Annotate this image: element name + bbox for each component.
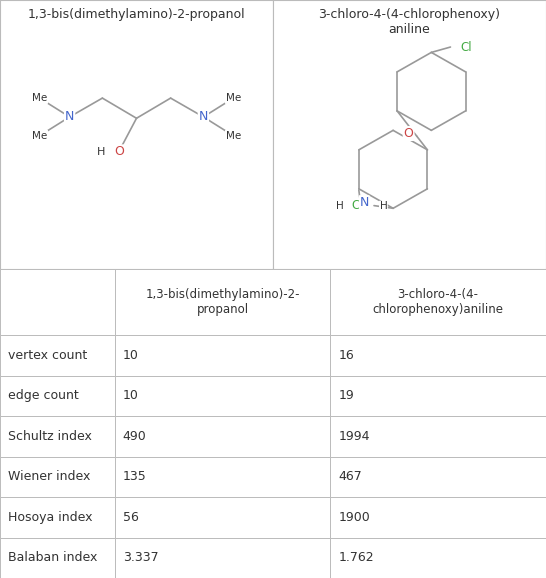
Text: H: H xyxy=(97,147,105,157)
Bar xyxy=(115,538,330,578)
Text: O: O xyxy=(403,127,413,140)
Bar xyxy=(330,416,546,457)
Bar xyxy=(115,497,330,538)
Text: H: H xyxy=(336,201,343,212)
Text: edge count: edge count xyxy=(8,390,79,402)
Bar xyxy=(115,269,330,335)
Bar xyxy=(330,376,546,416)
Text: 1.762: 1.762 xyxy=(339,551,374,564)
Text: H: H xyxy=(379,201,387,212)
Bar xyxy=(330,497,546,538)
Text: 16: 16 xyxy=(339,349,354,362)
Text: 3-chloro-4-(4-
chlorophenoxy)aniline: 3-chloro-4-(4- chlorophenoxy)aniline xyxy=(373,288,503,316)
Text: 135: 135 xyxy=(123,470,146,483)
Bar xyxy=(330,538,546,578)
Bar xyxy=(115,457,330,497)
Text: Me: Me xyxy=(32,93,47,103)
Bar xyxy=(0,269,115,335)
Text: 1900: 1900 xyxy=(339,511,370,524)
Bar xyxy=(0,376,115,416)
Bar xyxy=(330,269,546,335)
Bar xyxy=(0,416,115,457)
Bar xyxy=(0,538,115,578)
Bar xyxy=(0,457,115,497)
Text: Wiener index: Wiener index xyxy=(8,470,91,483)
Text: 1994: 1994 xyxy=(339,430,370,443)
Text: vertex count: vertex count xyxy=(8,349,87,362)
Text: Cl: Cl xyxy=(460,40,472,54)
Text: 56: 56 xyxy=(123,511,139,524)
Text: 19: 19 xyxy=(339,390,354,402)
Text: N: N xyxy=(65,110,74,124)
Text: 1,3-bis(dimethylamino)-2-
propanol: 1,3-bis(dimethylamino)-2- propanol xyxy=(145,288,300,316)
Text: Me: Me xyxy=(32,131,47,140)
Text: 10: 10 xyxy=(123,349,139,362)
Text: Balaban index: Balaban index xyxy=(8,551,98,564)
Text: 3.337: 3.337 xyxy=(123,551,158,564)
Bar xyxy=(0,497,115,538)
Text: 1,3-bis(dimethylamino)-2-propanol: 1,3-bis(dimethylamino)-2-propanol xyxy=(28,8,245,21)
Text: O: O xyxy=(114,145,124,158)
Text: Cl: Cl xyxy=(352,199,363,212)
Text: 10: 10 xyxy=(123,390,139,402)
Text: 490: 490 xyxy=(123,430,146,443)
Text: Schultz index: Schultz index xyxy=(8,430,92,443)
Bar xyxy=(115,376,330,416)
Bar xyxy=(115,416,330,457)
Text: N: N xyxy=(199,110,208,124)
Text: Me: Me xyxy=(226,131,241,140)
Text: Me: Me xyxy=(226,93,241,103)
Text: N: N xyxy=(360,196,369,209)
Bar xyxy=(330,335,546,376)
Text: 3-chloro-4-(4-chlorophenoxy)
aniline: 3-chloro-4-(4-chlorophenoxy) aniline xyxy=(318,8,501,36)
Text: Hosoya index: Hosoya index xyxy=(8,511,93,524)
Bar xyxy=(115,335,330,376)
Text: 467: 467 xyxy=(339,470,362,483)
Bar xyxy=(330,457,546,497)
Bar xyxy=(0,335,115,376)
